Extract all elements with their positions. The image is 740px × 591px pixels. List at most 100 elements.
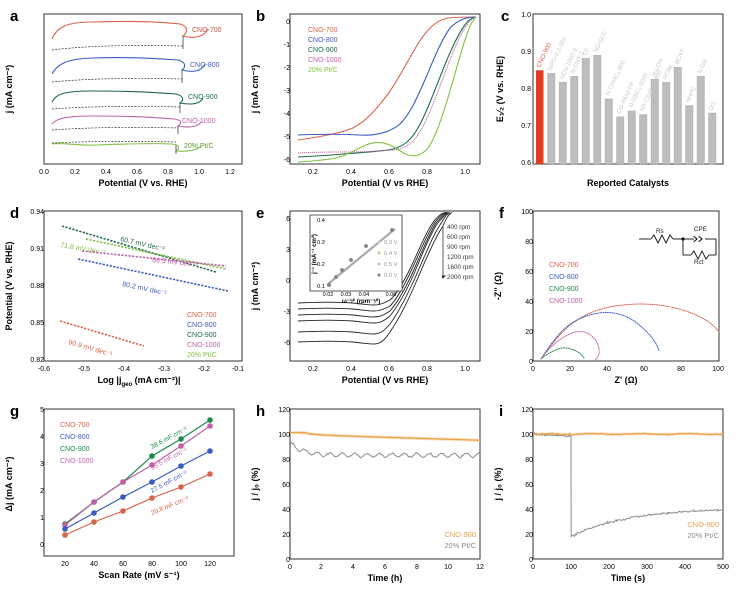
- svg-text:12: 12: [476, 564, 484, 571]
- svg-text:0.02: 0.02: [323, 292, 334, 298]
- svg-text:120: 120: [278, 407, 290, 414]
- svg-text:0.6 V: 0.6 V: [384, 273, 398, 279]
- svg-text:20: 20: [566, 366, 574, 373]
- svg-text:0.4: 0.4: [317, 218, 325, 224]
- svg-text:1: 1: [40, 515, 44, 522]
- svg-text:0.04: 0.04: [359, 292, 370, 298]
- svg-text:20% Pt/C: 20% Pt/C: [187, 352, 217, 359]
- svg-text:BCNT: BCNT: [674, 48, 686, 66]
- svg-text:N₃LON: N₃LON: [651, 58, 665, 78]
- svg-text:1.2: 1.2: [225, 169, 235, 176]
- svg-text:CNO-1000: CNO-1000: [60, 458, 94, 465]
- svg-text:20% Pt/C: 20% Pt/C: [184, 143, 214, 150]
- svg-text:0.8: 0.8: [521, 86, 531, 93]
- svg-text:-0.5: -0.5: [78, 366, 90, 373]
- svg-text:0: 0: [286, 278, 290, 285]
- svg-text:CNO-1000: CNO-1000: [308, 57, 342, 64]
- svg-text:j / j₀ (%): j / j₀ (%): [493, 467, 503, 501]
- svg-text:68.5 mV dec⁻¹: 68.5 mV dec⁻¹: [152, 257, 198, 269]
- svg-text:60: 60: [525, 269, 533, 276]
- svg-text:4: 4: [351, 564, 355, 571]
- svg-text:CNO-900: CNO-900: [308, 47, 338, 54]
- svg-text:20: 20: [61, 561, 69, 568]
- svg-text:0.0: 0.0: [39, 169, 49, 176]
- svg-text:0.8: 0.8: [163, 169, 173, 176]
- svg-text:90.9 mV dec⁻¹: 90.9 mV dec⁻¹: [67, 339, 113, 358]
- svg-text:Rs: Rs: [656, 228, 664, 235]
- svg-text:CNO-800: CNO-800: [60, 434, 90, 441]
- svg-text:j (mA cm⁻²): j (mA cm⁻²): [4, 65, 14, 114]
- svg-text:-0.3: -0.3: [158, 366, 170, 373]
- svg-text:j / j₀ (%): j / j₀ (%): [250, 467, 260, 501]
- svg-text:0.2: 0.2: [317, 262, 325, 268]
- svg-text:Potential (V vs. RHE): Potential (V vs. RHE): [98, 178, 187, 188]
- svg-text:-4: -4: [284, 111, 290, 118]
- svg-text:0.6: 0.6: [384, 366, 394, 373]
- svg-text:ND-GLC: ND-GLC: [593, 30, 608, 54]
- svg-text:CNO-900: CNO-900: [444, 530, 476, 539]
- svg-text:0.9: 0.9: [521, 49, 531, 56]
- svg-text:Time (h): Time (h): [368, 573, 403, 583]
- svg-text:CNO-700: CNO-700: [308, 27, 338, 34]
- svg-text:20.8 mF cm⁻²: 20.8 mF cm⁻²: [150, 495, 190, 517]
- svg-text:-3: -3: [284, 88, 290, 95]
- svg-text:40: 40: [525, 299, 533, 306]
- svg-text:300: 300: [641, 564, 653, 571]
- svg-text:60: 60: [640, 366, 648, 373]
- svg-text:0.94: 0.94: [30, 209, 44, 216]
- svg-text:Potential (V vs. RHE): Potential (V vs. RHE): [4, 241, 14, 330]
- svg-text:0: 0: [286, 557, 290, 564]
- svg-text:Reported Catalysts: Reported Catalysts: [587, 178, 669, 188]
- svg-text:0.7: 0.7: [521, 123, 531, 130]
- svg-text:100: 100: [521, 209, 533, 216]
- svg-text:400: 400: [679, 564, 691, 571]
- svg-text:100: 100: [565, 564, 577, 571]
- svg-text:0.1: 0.1: [317, 284, 325, 290]
- svg-text:0.8: 0.8: [422, 366, 432, 373]
- svg-text:6: 6: [383, 564, 387, 571]
- svg-text:6: 6: [286, 216, 290, 223]
- svg-text:0: 0: [529, 557, 533, 564]
- svg-text:CNO-800: CNO-800: [308, 37, 338, 44]
- svg-text:60: 60: [525, 482, 533, 489]
- svg-text:CNO-900: CNO-900: [60, 446, 90, 453]
- svg-text:0.4 V: 0.4 V: [384, 251, 398, 257]
- svg-text:N-GB: N-GB: [697, 59, 709, 75]
- svg-text:1.0: 1.0: [460, 366, 470, 373]
- svg-text:CNO-1000: CNO-1000: [549, 298, 583, 305]
- svg-text:0.91: 0.91: [30, 246, 44, 253]
- svg-text:3: 3: [286, 247, 290, 254]
- svg-text:60: 60: [119, 561, 127, 568]
- svg-text:0.3 V: 0.3 V: [384, 240, 398, 246]
- svg-text:-6: -6: [284, 157, 290, 164]
- svg-text:35.5 mF cm⁻²: 35.5 mF cm⁻²: [150, 446, 189, 471]
- svg-text:3: 3: [40, 461, 44, 468]
- svg-text:1.0: 1.0: [521, 12, 531, 19]
- svg-text:CNO-900: CNO-900: [687, 520, 719, 529]
- svg-text:-5: -5: [284, 134, 290, 141]
- svg-text:CNO-800: CNO-800: [187, 322, 217, 329]
- svg-text:40: 40: [90, 561, 98, 568]
- svg-text:80: 80: [282, 457, 290, 464]
- svg-text:120: 120: [204, 561, 216, 568]
- svg-text:80: 80: [525, 239, 533, 246]
- svg-text:400 rpm: 400 rpm: [447, 224, 470, 231]
- svg-text:0.06: 0.06: [386, 292, 397, 298]
- svg-text:100: 100: [521, 432, 533, 439]
- svg-text:0.4: 0.4: [101, 169, 111, 176]
- svg-text:0.2: 0.2: [308, 169, 318, 176]
- svg-text:-0.6: -0.6: [38, 366, 50, 373]
- svg-text:CNO-900: CNO-900: [187, 332, 217, 339]
- svg-text:0.4: 0.4: [346, 366, 356, 373]
- svg-text:100: 100: [175, 561, 187, 568]
- svg-text:2: 2: [40, 488, 44, 495]
- svg-text:CNO-700: CNO-700: [60, 422, 90, 429]
- svg-text:60: 60: [282, 482, 290, 489]
- svg-text:-0.1: -0.1: [232, 366, 244, 373]
- svg-text:0.85: 0.85: [30, 320, 44, 327]
- svg-text:0.82: 0.82: [30, 357, 44, 364]
- svg-text:1.0: 1.0: [460, 169, 470, 176]
- svg-text:Time (s): Time (s): [611, 573, 645, 583]
- svg-text:-Z'' (Ω): -Z'' (Ω): [493, 272, 503, 300]
- svg-text:Potential (V vs RHE): Potential (V vs RHE): [342, 375, 429, 385]
